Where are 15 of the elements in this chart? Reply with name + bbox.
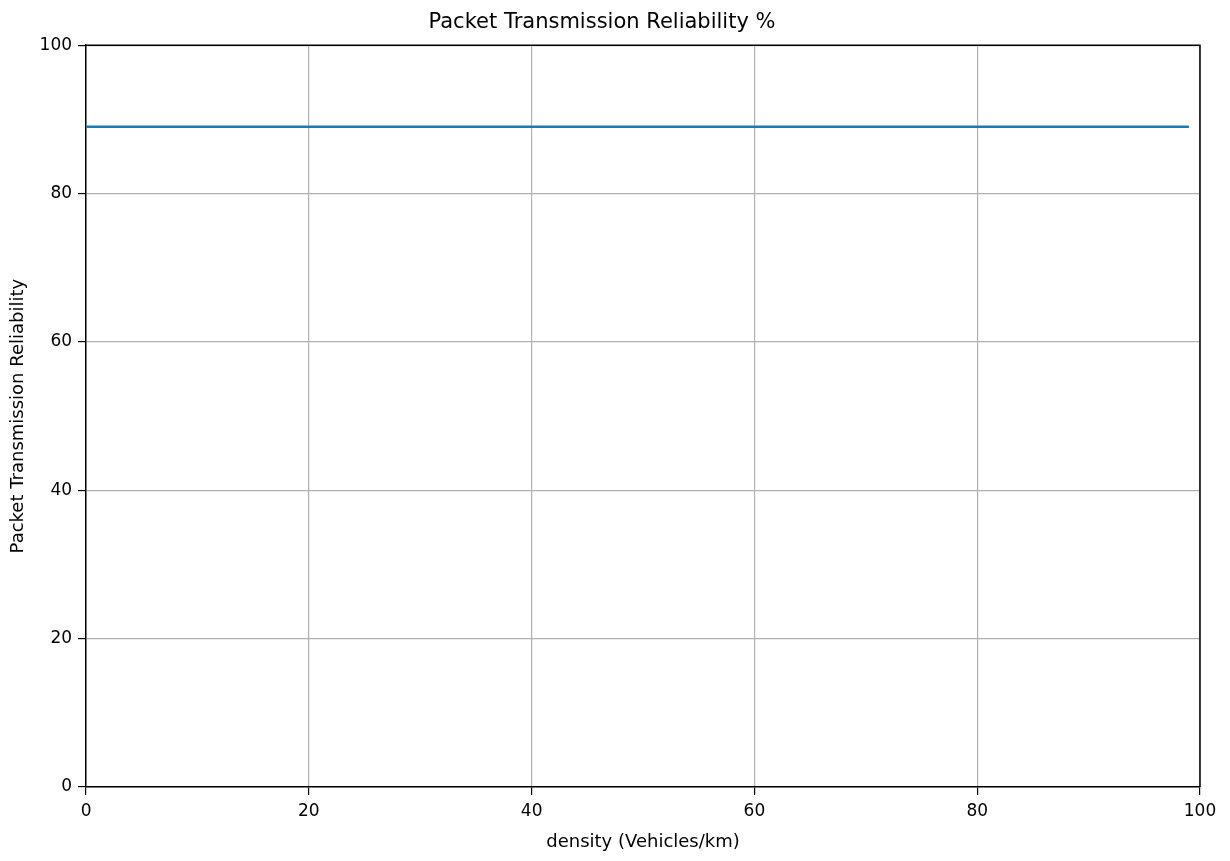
y-tick-label: 20 [50,627,73,648]
y-tick-label: 0 [61,775,73,796]
x-tick-label: 60 [743,799,766,820]
y-axis-title: Packet Transmission Reliability [6,278,28,554]
y-tick-label: 60 [50,330,73,351]
x-axis-title: density (Vehicles/km) [546,829,740,851]
x-tick-label: 100 [1183,799,1217,820]
x-tick-label: 0 [80,799,92,820]
y-tick-label: 100 [39,33,73,54]
y-tick-label: 40 [50,478,73,499]
x-tick-label: 20 [298,799,320,820]
chart-title: Packet Transmission Reliability % [428,9,776,34]
x-tick-label: 80 [966,799,989,820]
y-tick-label: 80 [50,181,73,202]
x-tick-label: 40 [520,799,543,820]
